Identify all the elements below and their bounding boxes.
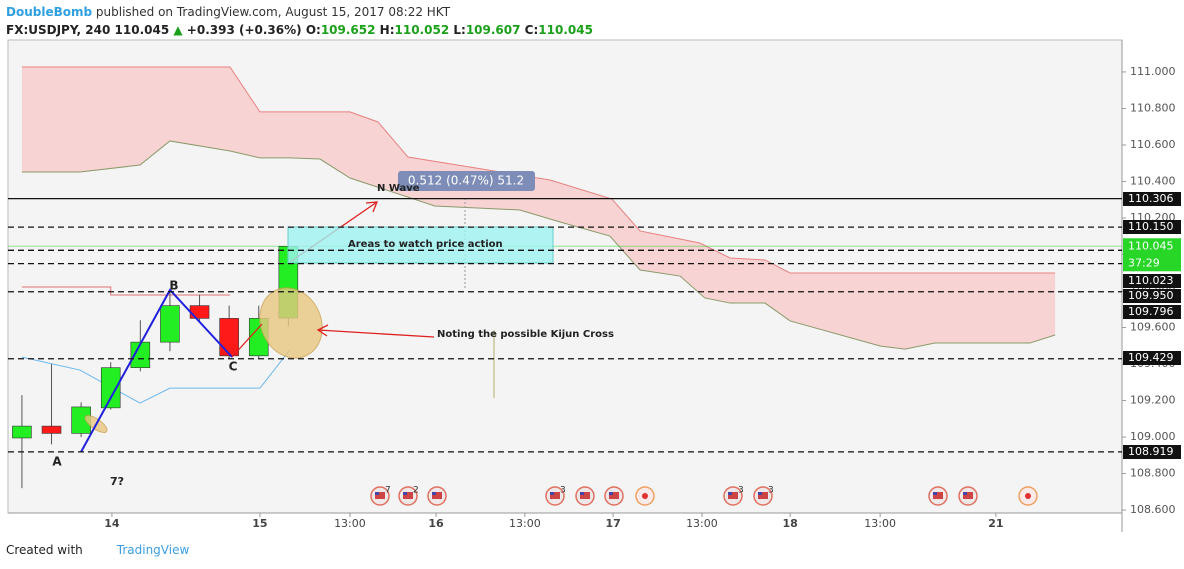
ohlc-key: H: [379, 23, 395, 37]
y-tick-label: 109.800 [1130, 284, 1176, 297]
cloud-fill [21, 67, 1056, 350]
x-tick-label: 13:00 [334, 517, 366, 530]
x-tick-label: 13:00 [509, 517, 541, 530]
arrow: ▲ [173, 23, 183, 37]
x-tick-label: 14 [104, 517, 120, 530]
created: Created with [6, 543, 83, 557]
y-tick-label: 111.000 [1130, 65, 1176, 78]
ohlc-key: O: [305, 23, 321, 37]
x-tick-label: 15 [252, 517, 267, 530]
x-tick-label: 21 [988, 517, 1003, 530]
header: DoubleBomb published on TradingView.com,… [6, 3, 593, 39]
candle-body [100, 367, 121, 409]
candle-body [248, 318, 269, 357]
x-tick-label: 13:00 [686, 517, 718, 530]
y-tick-label: 110.400 [1130, 174, 1176, 187]
x-tick-label: 18 [782, 517, 797, 530]
y-tick-label: 108.800 [1130, 467, 1176, 480]
candle-body [130, 341, 151, 368]
candle-body [71, 406, 91, 434]
cloud-span [21, 66, 1056, 274]
ohlc-value: 110.045 [538, 23, 593, 37]
y-tick-label: 110.600 [1130, 138, 1176, 151]
price: 110.045 [114, 23, 170, 37]
ohlc-value: 109.607 [465, 23, 521, 37]
ohlc-value: 110.052 [394, 23, 450, 37]
footer: Created with TradingView [6, 543, 189, 557]
brand[interactable]: TradingView [116, 543, 190, 557]
candle-body [41, 425, 62, 434]
published: published on TradingView.com, August 15,… [95, 5, 451, 19]
ohlc-key: L: [453, 23, 466, 37]
candle-body [160, 305, 180, 343]
candle-body [12, 425, 32, 439]
y-tick-label: 110.000 [1130, 248, 1176, 261]
y-tick-label: 109.000 [1130, 430, 1176, 443]
y-tick-label: 108.600 [1130, 503, 1176, 516]
candle-body [219, 318, 239, 357]
ohlc-value: 109.652 [320, 23, 376, 37]
candle-body [189, 305, 210, 319]
y-tick-label: 110.200 [1130, 211, 1176, 224]
change: +0.393 (+0.36%) [186, 23, 302, 37]
x-tick-label: 13:00 [864, 517, 896, 530]
x-tick-label: 17 [605, 517, 620, 530]
cloud-span [21, 140, 1056, 350]
author[interactable]: DoubleBomb [6, 5, 93, 19]
y-tick-label: 109.200 [1130, 394, 1176, 407]
y-tick-label: 110.800 [1130, 101, 1176, 114]
x-tick-label: 16 [428, 517, 444, 530]
y-tick-label: 109.400 [1130, 357, 1176, 370]
candle-body [278, 245, 299, 319]
symbol: FX:USDJPY, 240 [6, 23, 111, 37]
y-tick-label: 109.600 [1130, 321, 1176, 334]
ohlc-key: C: [524, 23, 539, 37]
